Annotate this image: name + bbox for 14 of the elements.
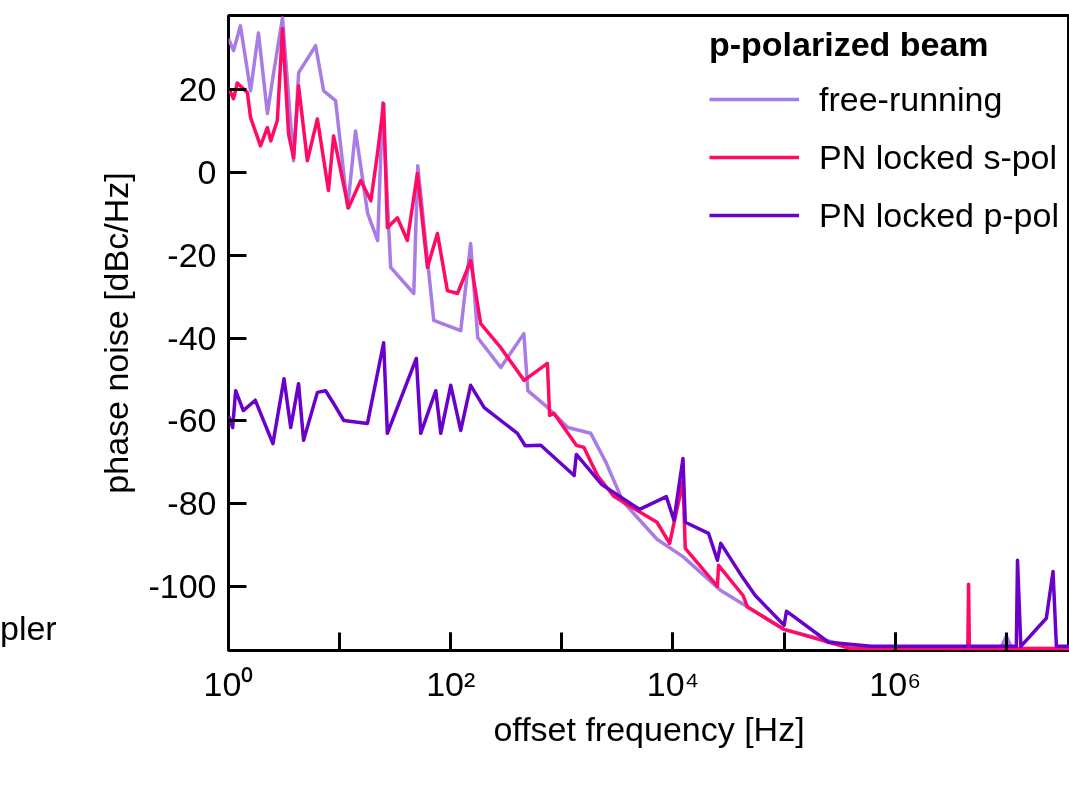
y-tick-label: -40 bbox=[167, 318, 217, 357]
y-tick-label: 20 bbox=[178, 70, 217, 109]
y-tick-label: -60 bbox=[167, 401, 217, 440]
x-axis-title: offset frequency [Hz] bbox=[493, 709, 805, 748]
x-tick-label: 10⁶ bbox=[869, 664, 922, 703]
y-tick-label: -20 bbox=[167, 235, 217, 274]
x-tick-label: 10⁰ bbox=[203, 664, 254, 703]
y-tick-label: 0 bbox=[197, 153, 217, 192]
text: pler bbox=[0, 608, 57, 648]
x-tick-label: 10⁴ bbox=[646, 664, 700, 703]
y-axis-title: phase noise [dBc/Hz] bbox=[97, 172, 136, 494]
x-tick-label: 10² bbox=[426, 664, 476, 703]
y-tick-label: -100 bbox=[148, 566, 217, 605]
y-tick-label: -80 bbox=[167, 484, 217, 523]
